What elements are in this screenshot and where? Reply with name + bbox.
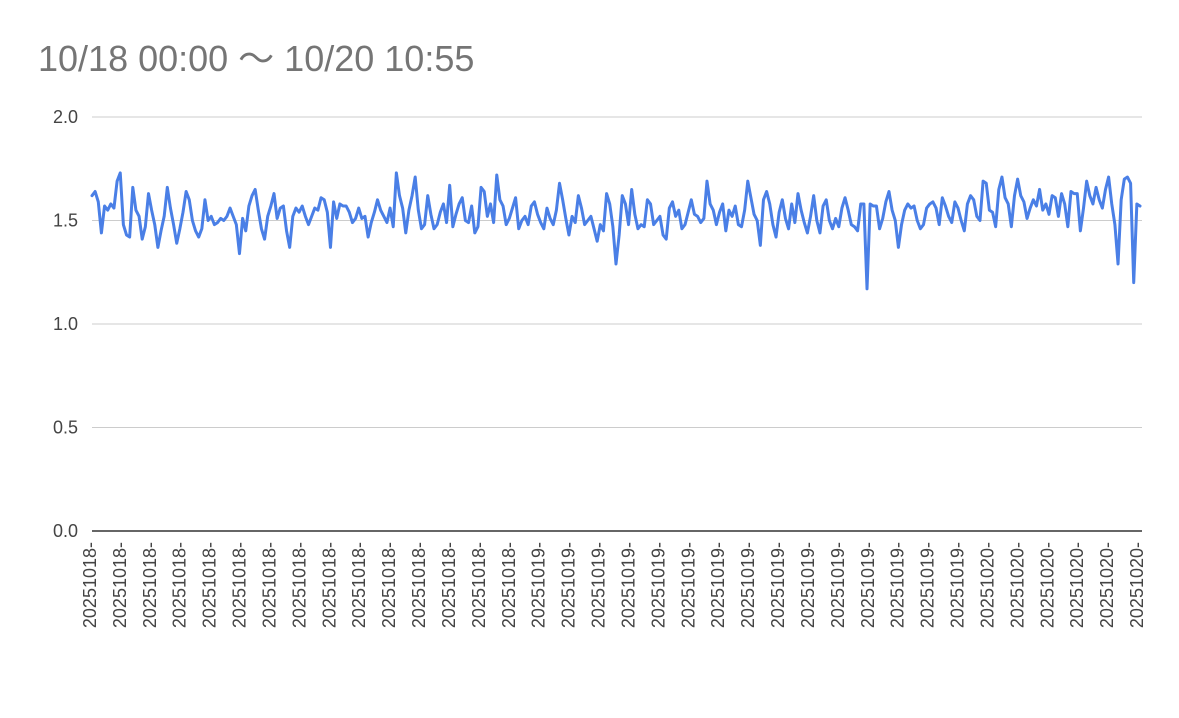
x-tick-label: 20251020- <box>1037 542 1057 628</box>
y-tick-label: 0.0 <box>53 521 78 541</box>
x-tick-label: 20251019- <box>648 542 668 628</box>
y-tick-label: 1.0 <box>53 314 78 334</box>
x-tick-label: 20251018- <box>439 542 459 628</box>
x-tick-label: 20251019- <box>858 542 878 628</box>
y-tick-label: 0.5 <box>53 418 78 438</box>
x-tick-label: 20251018- <box>200 542 220 628</box>
x-tick-label: 20251019- <box>529 542 549 628</box>
x-tick-label: 20251019- <box>559 542 579 628</box>
x-tick-label: 20251018- <box>170 542 190 628</box>
x-tick-label: 20251018- <box>289 542 309 628</box>
x-axis-ticks: 20251018- 20251018- 20251018- 20251018- 2025… <box>80 542 1147 628</box>
x-tick-label: 20251019- <box>948 542 968 628</box>
x-tick-label: 20251019- <box>768 542 788 628</box>
x-tick-label: 20251019- <box>618 542 638 628</box>
chart-title: 10/18 00:00 〜 10/20 10:55 <box>38 38 475 79</box>
x-tick-label: 20251018- <box>379 542 399 628</box>
y-tick-label: 2.0 <box>53 107 78 127</box>
x-tick-label: 20251019- <box>828 542 848 628</box>
x-tick-label: 20251019- <box>678 542 698 628</box>
x-tick-label: 20251019- <box>708 542 728 628</box>
x-tick-label: 20251019- <box>589 542 609 628</box>
x-tick-label: 20251019- <box>918 542 938 628</box>
x-tick-label: 20251018- <box>80 542 100 628</box>
x-tick-label: 20251018- <box>259 542 279 628</box>
x-tick-label: 20251018- <box>140 542 160 628</box>
x-tick-label: 20251019- <box>888 542 908 628</box>
x-tick-label: 20251018- <box>110 542 130 628</box>
x-tick-label: 20251018- <box>409 542 429 628</box>
x-tick-label: 20251020- <box>1097 542 1117 628</box>
x-tick-label: 20251018- <box>469 542 489 628</box>
x-tick-label: 20251018- <box>349 542 369 628</box>
x-tick-label: 20251018- <box>230 542 250 628</box>
x-tick-label: 20251020- <box>977 542 997 628</box>
series-layer <box>90 171 1142 291</box>
y-axis-ticks: 0.0 0.5 1.0 1.5 2.0 <box>53 107 78 541</box>
x-tick-label: 20251020- <box>1127 542 1147 628</box>
x-tick-label: 20251020- <box>1067 542 1087 628</box>
series-line <box>90 171 1142 291</box>
x-tick-label: 20251018- <box>319 542 339 628</box>
gridlines <box>92 116 1142 532</box>
x-tick-label: 20251018- <box>499 542 519 628</box>
x-tick-label: 20251020- <box>1007 542 1027 628</box>
x-tick-label: 20251019- <box>738 542 758 628</box>
y-tick-label: 1.5 <box>53 211 78 231</box>
x-tick-label: 20251019- <box>798 542 818 628</box>
